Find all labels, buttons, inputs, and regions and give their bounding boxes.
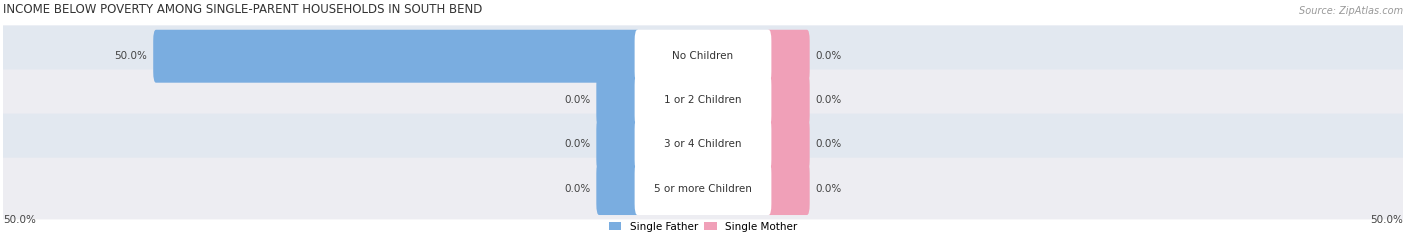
Text: 50.0%: 50.0% — [114, 51, 148, 61]
FancyBboxPatch shape — [0, 25, 1406, 87]
Text: 0.0%: 0.0% — [564, 139, 591, 149]
Legend: Single Father, Single Mother: Single Father, Single Mother — [609, 222, 797, 232]
Text: 0.0%: 0.0% — [564, 95, 591, 105]
Text: 0.0%: 0.0% — [815, 95, 842, 105]
FancyBboxPatch shape — [634, 162, 772, 215]
FancyBboxPatch shape — [766, 162, 810, 215]
Text: 0.0%: 0.0% — [815, 184, 842, 194]
FancyBboxPatch shape — [0, 158, 1406, 219]
FancyBboxPatch shape — [0, 113, 1406, 175]
FancyBboxPatch shape — [634, 74, 772, 127]
Text: 0.0%: 0.0% — [815, 51, 842, 61]
FancyBboxPatch shape — [766, 118, 810, 171]
FancyBboxPatch shape — [153, 30, 640, 83]
FancyBboxPatch shape — [596, 74, 640, 127]
FancyBboxPatch shape — [766, 30, 810, 83]
Text: 0.0%: 0.0% — [815, 139, 842, 149]
Text: 50.0%: 50.0% — [3, 215, 35, 225]
Text: 50.0%: 50.0% — [1371, 215, 1403, 225]
FancyBboxPatch shape — [596, 162, 640, 215]
Text: Source: ZipAtlas.com: Source: ZipAtlas.com — [1299, 6, 1403, 16]
FancyBboxPatch shape — [634, 30, 772, 83]
FancyBboxPatch shape — [634, 118, 772, 171]
Text: No Children: No Children — [672, 51, 734, 61]
Text: 5 or more Children: 5 or more Children — [654, 184, 752, 194]
Text: 3 or 4 Children: 3 or 4 Children — [664, 139, 742, 149]
Text: INCOME BELOW POVERTY AMONG SINGLE-PARENT HOUSEHOLDS IN SOUTH BEND: INCOME BELOW POVERTY AMONG SINGLE-PARENT… — [3, 3, 482, 16]
Text: 0.0%: 0.0% — [564, 184, 591, 194]
FancyBboxPatch shape — [766, 74, 810, 127]
Text: 1 or 2 Children: 1 or 2 Children — [664, 95, 742, 105]
FancyBboxPatch shape — [596, 118, 640, 171]
FancyBboxPatch shape — [0, 69, 1406, 131]
